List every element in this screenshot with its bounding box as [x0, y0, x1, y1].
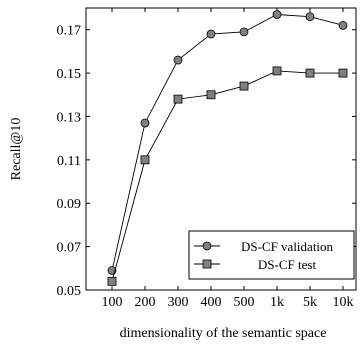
- data-point: [173, 55, 183, 65]
- data-point: [107, 276, 117, 286]
- data-point: [206, 29, 216, 39]
- y-tick-label: 0.17: [57, 24, 82, 39]
- series-test: [107, 66, 348, 286]
- data-point: [272, 10, 282, 19]
- data-point: [338, 68, 348, 78]
- data-point: [305, 68, 315, 78]
- data-point: [305, 12, 315, 22]
- x-tick-label: 1k: [270, 295, 284, 310]
- y-axis-label: Recall@10: [9, 118, 24, 181]
- series-line: [111, 14, 344, 271]
- x-tick-label: 10k: [333, 295, 354, 310]
- x-tick-label: 200: [135, 295, 156, 310]
- y-tick-label: 0.15: [57, 67, 82, 82]
- data-point: [239, 81, 249, 91]
- y-tick-label: 0.05: [57, 284, 82, 299]
- y-tick-label: 0.13: [57, 110, 82, 125]
- data-point: [338, 20, 348, 30]
- series-line: [111, 70, 343, 282]
- legend-marker: [202, 259, 212, 269]
- legend-marker: [202, 241, 212, 251]
- x-tick-label: 100: [102, 295, 123, 310]
- legend: DS-CF validation DS-CF test: [188, 230, 355, 280]
- legend-label: DS-CF test: [258, 257, 317, 272]
- legend-label: DS-CF validation: [241, 239, 334, 254]
- data-point: [206, 90, 216, 100]
- x-axis-label: dimensionality of the semantic space: [120, 326, 327, 341]
- y-tick-label: 0.09: [57, 197, 82, 212]
- x-tick-label: 300: [168, 295, 189, 310]
- legend-box: [188, 230, 355, 280]
- y-axis: 0.05 0.07 0.09 0.11 0.13 0.15 0.17: [57, 24, 356, 299]
- data-point: [140, 118, 150, 128]
- x-tick-label: 400: [201, 295, 222, 310]
- data-point: [140, 155, 150, 165]
- y-tick-label: 0.11: [57, 154, 81, 169]
- series-validation: [107, 10, 348, 275]
- x-axis: 100 200 300 400 500 1k 5k 10k: [102, 8, 354, 310]
- data-point: [272, 66, 282, 76]
- x-tick-label: 5k: [303, 295, 317, 310]
- data-point: [239, 27, 249, 37]
- plot-frame: [85, 7, 357, 291]
- y-tick-label: 0.07: [57, 241, 82, 256]
- series-layer: [107, 10, 348, 286]
- x-tick-label: 500: [234, 295, 255, 310]
- data-point: [173, 94, 183, 104]
